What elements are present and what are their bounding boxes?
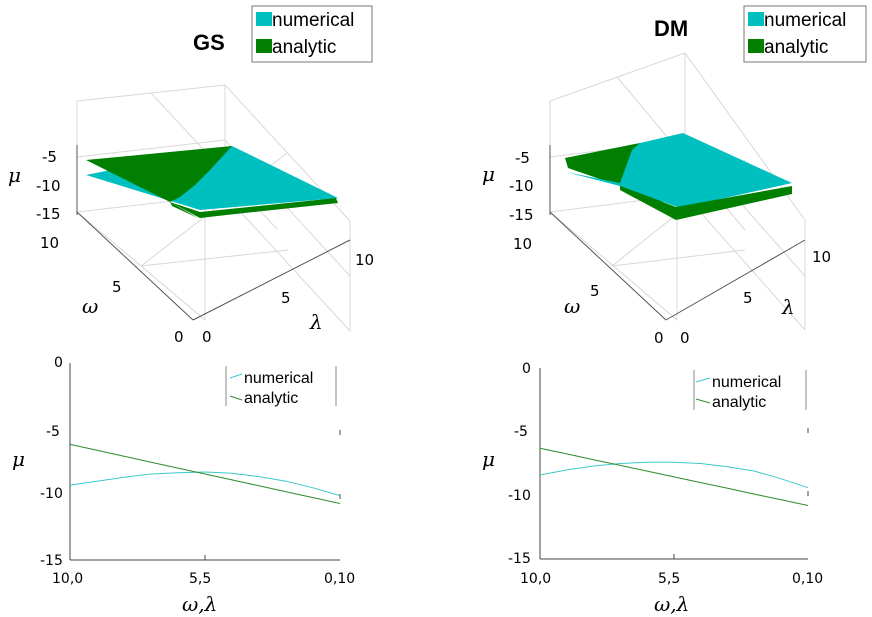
gs-line-legend-numerical-swatch [229, 373, 243, 379]
dm-line-legend: numerical analytic [693, 370, 807, 411]
dm-legend-numerical-swatch [748, 12, 764, 26]
dm-line-x-tick-1: 10,0 [520, 571, 551, 587]
gs-line-x-tick-1: 10,0 [52, 571, 83, 587]
gs-legend-numerical-swatch [256, 12, 272, 26]
dm-omega-tick-1: 10 [513, 235, 532, 253]
gs-lambda-tick-3: 10 [355, 251, 374, 269]
dm-line-legend-analytic-label: analytic [712, 394, 766, 411]
dm-line-y-tick-1: 0 [522, 361, 531, 377]
dm-line-plot: 0 -5 -10 -15 10,0 5,5 0,10 μ ω,λ numeric… [482, 361, 823, 616]
dm-title: DM [654, 16, 688, 41]
gs-z-tick-1: -5 [42, 148, 57, 166]
dm-line-legend-numerical-label: numerical [712, 374, 781, 391]
dm-z-tick-3: -15 [509, 206, 534, 224]
gs-line-x-tick-3: 0,10 [324, 571, 355, 587]
dm-line-legend-numerical-swatch [695, 377, 711, 383]
dm-legend-analytic-label: analytic [764, 37, 828, 58]
dm-z-tick-1: -5 [515, 149, 530, 167]
gs-line-series-analytic [69, 443, 341, 504]
dm-analytic-surface-edge [620, 186, 792, 220]
dm-numerical-surface [566, 133, 792, 208]
gs-surface-plot: -5 -10 -15 μ 10 5 0 ω 0 5 10 λ GS numeri… [8, 5, 374, 346]
gs-lambda-tick-2: 5 [281, 289, 291, 307]
gs-line-legend-numerical-label: numerical [244, 370, 313, 387]
gs-legend-analytic-swatch [256, 39, 272, 53]
gs-line-x-tick-2: 5,5 [189, 571, 211, 587]
gs-legend: numerical analytic [251, 5, 373, 63]
dm-analytic-surface [565, 143, 792, 218]
dm-line-series-group [539, 447, 809, 506]
gs-line-plot: 0 -5 -10 -15 10,0 5,5 0,10 μ ω,λ numeric… [12, 355, 355, 616]
dm-3d-axes [549, 145, 806, 321]
dm-lambda-tick-3: 10 [812, 248, 831, 266]
gs-analytic-surface-edge [170, 198, 336, 218]
dm-line-series-numerical [539, 461, 809, 489]
gs-line-series-group [69, 443, 341, 504]
dm-omega-tick-3: 0 [654, 329, 664, 347]
gs-lambda-tick-1: 0 [202, 328, 212, 346]
gs-3d-axes [76, 145, 351, 321]
gs-lambda-label: λ [309, 310, 323, 334]
dm-omega-label: ω [564, 294, 580, 318]
dm-line-y-label: μ [482, 447, 495, 471]
dm-surface-plot: -5 -10 -15 μ 10 5 0 ω 0 5 10 λ DM numeri… [482, 5, 867, 347]
dm-line-y-tick-4: -15 [508, 551, 531, 567]
gs-omega-label: ω [82, 294, 98, 318]
dm-legend-numerical-label: numerical [764, 10, 846, 31]
dm-line-x-label: ω,λ [654, 592, 689, 616]
gs-legend-numerical-label: numerical [272, 10, 354, 31]
gs-title: GS [193, 30, 225, 55]
gs-line-legend-analytic-label: analytic [244, 390, 298, 407]
dm-z-tick-2: -10 [509, 177, 534, 195]
dm-legend: numerical analytic [743, 5, 867, 63]
dm-lambda-tick-1: 0 [680, 329, 690, 347]
gs-omega-tick-2: 5 [112, 278, 122, 296]
gs-line-legend: numerical analytic [225, 366, 337, 407]
gs-line-y-tick-1: 0 [54, 355, 63, 371]
gs-line-x-label: ω,λ [182, 592, 217, 616]
gs-line-y-label: μ [12, 447, 25, 471]
gs-line-y-tick-2: -5 [46, 424, 60, 440]
gs-omega-tick-1: 10 [40, 234, 59, 252]
gs-line-y-tick-3: -10 [40, 486, 63, 502]
gs-line-y-tick-4: -15 [40, 553, 63, 569]
gs-legend-analytic-label: analytic [272, 37, 336, 58]
dm-line-y-tick-2: -5 [514, 424, 528, 440]
dm-lambda-label: λ [781, 295, 795, 319]
dm-z-label: μ [482, 162, 495, 186]
gs-z-tick-2: -10 [36, 177, 61, 195]
dm-omega-tick-2: 5 [590, 282, 600, 300]
dm-legend-analytic-swatch [748, 39, 764, 53]
dm-line-legend-analytic-swatch [695, 398, 711, 404]
dm-line-y-tick-3: -10 [508, 488, 531, 504]
gs-numerical-surface [86, 146, 338, 210]
gs-analytic-surface-back [86, 146, 232, 202]
gs-z-label: μ [8, 163, 21, 187]
gs-z-tick-3: -15 [36, 205, 61, 223]
gs-omega-tick-3: 0 [174, 328, 184, 346]
dm-lambda-tick-2: 5 [743, 289, 753, 307]
dm-line-series-analytic [539, 447, 809, 506]
gs-line-series-numerical [69, 471, 341, 497]
dm-line-x-tick-2: 5,5 [658, 571, 680, 587]
gs-line-legend-analytic-swatch [229, 395, 243, 401]
dm-line-x-tick-3: 0,10 [792, 571, 823, 587]
